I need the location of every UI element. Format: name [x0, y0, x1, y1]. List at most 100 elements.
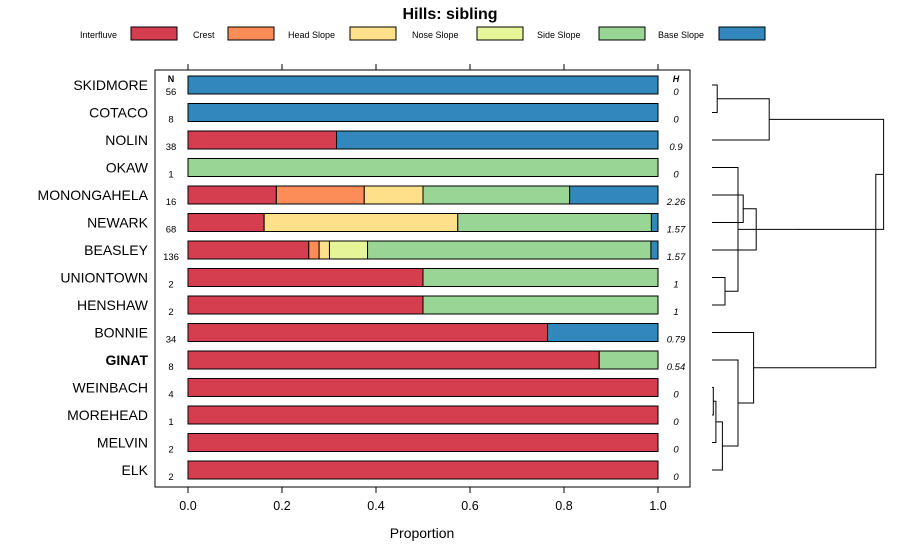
bar-beasley-head-slope	[318, 240, 330, 260]
n-column-header: N	[168, 74, 175, 84]
n-value-melvin: 2	[168, 445, 173, 456]
n-value-cotaco: 8	[168, 115, 173, 126]
category-label-cotaco: COTACO	[89, 105, 148, 121]
bar-newark-side-slope	[457, 213, 652, 232]
bar-rows: SKIDMORE 56 0 COTACO 8 0 NOLIN 38 0.9 OKAW 1 0 MONON…	[38, 75, 686, 483]
n-value-elk: 2	[168, 472, 173, 483]
category-label-skidmore: SKIDMORE	[73, 77, 148, 93]
plot-frame	[154, 69, 691, 488]
h-value-cotaco: 0	[673, 115, 679, 126]
category-label-monongahela: MONONGAHELA	[38, 187, 149, 203]
category-label-elk: ELK	[122, 462, 149, 478]
bar-ginat-interfluve	[187, 350, 600, 370]
legend-label-crest: Crest	[193, 30, 215, 40]
h-value-melvin: 0	[673, 445, 679, 456]
x-tick-label-0-6: 0.6	[461, 499, 478, 513]
legend-swatch-base-slope	[718, 26, 766, 41]
dendrogram-link-12	[712, 332, 755, 404]
bar-elk-interfluve	[187, 460, 659, 480]
bar-uniontown-interfluve	[187, 268, 424, 287]
bar-beasley-crest	[308, 240, 320, 260]
bar-beasley-base-slope	[650, 240, 659, 260]
legend-swatch-interfluve	[130, 26, 178, 41]
category-label-newark: NEWARK	[87, 215, 149, 231]
chart-title: Hills: sibling	[402, 6, 497, 23]
bar-monongahela-side-slope	[422, 185, 571, 205]
category-label-nolin: NOLIN	[105, 132, 148, 148]
bar-henshaw-side-slope	[422, 295, 659, 315]
n-value-uniontown: 2	[168, 280, 173, 291]
bar-monongahela-base-slope	[569, 185, 659, 205]
category-label-morehead: MOREHEAD	[67, 407, 148, 423]
bar-monongahela-interfluve	[187, 185, 277, 205]
legend-swatch-head-slope	[349, 26, 397, 41]
dendrogram-link-2	[712, 194, 744, 223]
n-value-morehead: 1	[168, 417, 173, 428]
dendrogram-link-7	[769, 118, 885, 230]
bar-henshaw-interfluve	[187, 295, 424, 315]
category-label-bonnie: BONNIE	[94, 325, 148, 341]
n-value-newark: 68	[166, 225, 177, 236]
legend-swatch-side-slope	[598, 26, 646, 41]
x-tick-label-0-2: 0.2	[273, 499, 290, 513]
x-tick-label-0-8: 0.8	[555, 499, 572, 513]
legend-label-head-slope: Head Slope	[288, 30, 335, 40]
category-label-melvin: MELVIN	[97, 435, 148, 451]
dendrogram-link-0	[712, 84, 718, 113]
h-value-okaw: 0	[673, 170, 679, 181]
x-tick-label-0-4: 0.4	[367, 499, 384, 513]
bar-nolin-interfluve	[187, 130, 338, 150]
x-tick-label-1-0: 1.0	[649, 499, 666, 513]
bar-beasley-interfluve	[187, 240, 310, 260]
legend-label-nose-slope: Nose Slope	[412, 30, 459, 40]
n-value-bonnie: 34	[166, 335, 177, 346]
category-label-beasley: BEASLEY	[84, 242, 148, 258]
n-value-weinbach: 4	[168, 390, 173, 401]
n-value-okaw: 1	[168, 170, 173, 181]
dendrogram-link-4	[712, 277, 726, 306]
bar-nolin-base-slope	[336, 130, 659, 150]
bar-newark-base-slope	[650, 213, 659, 232]
h-value-weinbach: 0	[673, 390, 679, 401]
dendrogram-link-8	[712, 387, 714, 416]
category-label-weinbach: WEINBACH	[73, 380, 148, 396]
legend: Interfluve Crest Head Slope Nose Slope Side …	[80, 26, 766, 41]
h-value-skidmore: 0	[673, 87, 679, 98]
x-axis-title: Proportion	[390, 525, 455, 541]
dendrogram-link-10	[712, 421, 723, 471]
legend-label-interfluve: Interfluve	[80, 30, 117, 40]
h-value-elk: 0	[673, 472, 679, 483]
n-value-beasley: 136	[163, 252, 179, 263]
bar-bonnie-interfluve	[187, 323, 549, 342]
bar-bonnie-base-slope	[547, 323, 659, 342]
n-value-ginat: 8	[168, 362, 173, 373]
bar-newark-interfluve	[187, 213, 265, 232]
h-value-morehead: 0	[673, 417, 679, 428]
bar-beasley-side-slope	[367, 240, 652, 260]
category-label-uniontown: UNIONTOWN	[60, 270, 148, 286]
bar-cotaco-base-slope	[187, 103, 659, 122]
x-tick-label-0-0: 0.0	[179, 499, 196, 513]
bar-newark-head-slope	[263, 213, 459, 232]
bar-melvin-interfluve	[187, 433, 659, 452]
bar-beasley-nose-slope	[328, 240, 369, 260]
x-axis: 0.0 0.2 0.4 0.6 0.8 1.0	[179, 64, 667, 513]
dendrogram-link-9	[712, 400, 717, 443]
category-label-henshaw: HENSHAW	[77, 297, 149, 313]
n-value-monongahela: 16	[166, 197, 177, 208]
category-label-okaw: OKAW	[106, 160, 149, 176]
h-value-henshaw: 1	[673, 307, 678, 318]
bar-skidmore-base-slope	[187, 75, 659, 95]
dendrogram-link-13	[753, 173, 884, 369]
n-value-nolin: 38	[166, 142, 177, 153]
legend-label-base-slope: Base Slope	[658, 30, 704, 40]
h-value-bonnie: 0.79	[667, 335, 686, 346]
category-label-ginat: GINAT	[105, 352, 148, 368]
bar-morehead-interfluve	[187, 405, 659, 425]
bar-ginat-side-slope	[598, 350, 659, 370]
h-value-nolin: 0.9	[669, 142, 683, 153]
bar-weinbach-interfluve	[187, 378, 659, 397]
legend-label-side-slope: Side Slope	[537, 30, 581, 40]
n-value-henshaw: 2	[168, 307, 173, 318]
